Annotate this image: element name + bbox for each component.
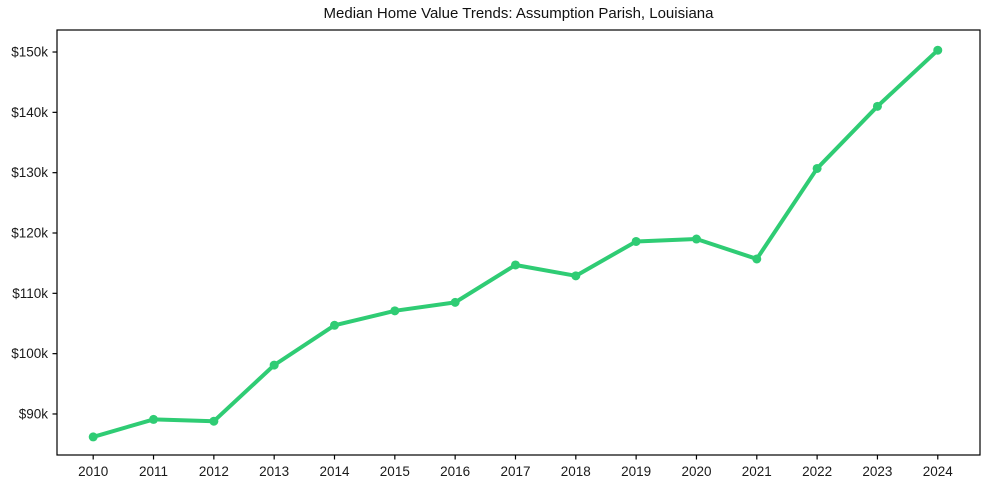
x-tick-label: 2018 bbox=[561, 464, 591, 479]
x-tick-label: 2022 bbox=[802, 464, 832, 479]
x-tick-label: 2019 bbox=[621, 464, 651, 479]
data-point-2019 bbox=[631, 236, 641, 246]
plot-border bbox=[56, 29, 981, 456]
y-tick-label: $90k bbox=[19, 406, 49, 421]
data-point-2012 bbox=[209, 416, 219, 426]
chart-title: Median Home Value Trends: Assumption Par… bbox=[323, 5, 714, 22]
data-point-2011 bbox=[149, 414, 159, 424]
x-tick-label: 2012 bbox=[199, 464, 229, 479]
data-point-2018 bbox=[571, 271, 581, 281]
x-tick-label: 2020 bbox=[681, 464, 711, 479]
x-tick-label: 2010 bbox=[78, 464, 108, 479]
data-point-2020 bbox=[691, 234, 701, 244]
x-tick-label: 2017 bbox=[500, 464, 530, 479]
y-tick-label: $110k bbox=[12, 286, 48, 301]
data-point-2017 bbox=[510, 260, 520, 270]
data-point-2023 bbox=[872, 101, 882, 111]
x-tick-label: 2021 bbox=[742, 464, 772, 479]
y-tick-label: $120k bbox=[11, 225, 48, 240]
data-point-2024 bbox=[933, 45, 943, 55]
data-point-2015 bbox=[390, 306, 400, 316]
y-tick-label: $100k bbox=[11, 346, 48, 361]
data-point-2010 bbox=[88, 432, 98, 442]
data-point-2016 bbox=[450, 297, 460, 307]
data-point-2022 bbox=[812, 163, 822, 173]
y-tick-label: $140k bbox=[11, 105, 48, 120]
x-tick-label: 2016 bbox=[440, 464, 470, 479]
data-point-2021 bbox=[752, 254, 762, 264]
y-tick-label: $130k bbox=[11, 165, 48, 180]
x-tick-label: 2024 bbox=[923, 464, 954, 479]
x-tick-label: 2015 bbox=[380, 464, 410, 479]
x-tick-label: 2014 bbox=[319, 464, 350, 479]
x-tick-label: 2011 bbox=[139, 464, 168, 479]
x-tick-label: 2013 bbox=[259, 464, 289, 479]
x-tick-label: 2023 bbox=[862, 464, 892, 479]
y-tick-label: $150k bbox=[11, 45, 48, 60]
data-point-2014 bbox=[330, 320, 340, 330]
trend-line bbox=[91, 48, 940, 439]
data-point-2013 bbox=[269, 360, 279, 370]
